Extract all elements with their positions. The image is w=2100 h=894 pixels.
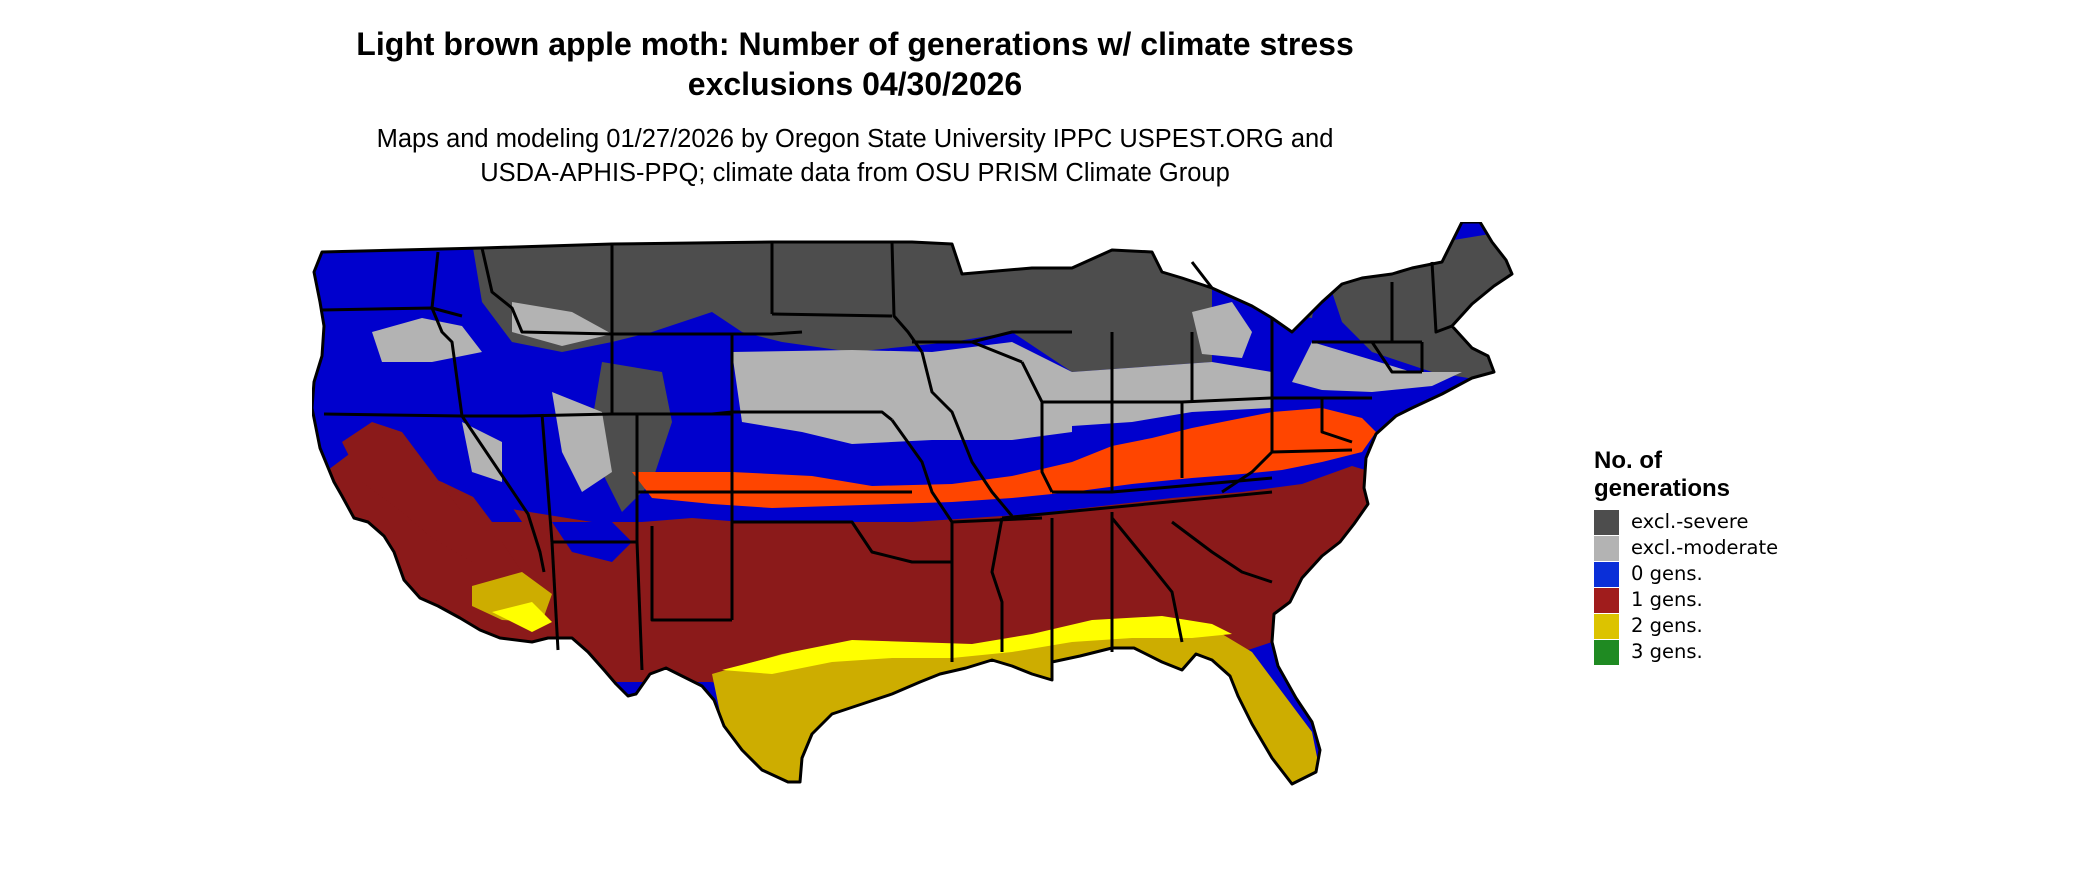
us-generations-map bbox=[312, 222, 1514, 786]
legend-swatch-excl-severe bbox=[1594, 509, 1619, 535]
title-line-2: exclusions 04/30/2026 bbox=[687, 66, 1023, 102]
legend-item-excl-moderate: excl.-moderate bbox=[1594, 535, 1894, 561]
legend-item-excl-severe: excl.-severe bbox=[1594, 509, 1894, 535]
title: Light brown apple moth: Number of genera… bbox=[330, 24, 1380, 104]
subtitle: Maps and modeling 01/27/2026 by Oregon S… bbox=[330, 122, 1380, 190]
legend-swatch-3-gens bbox=[1594, 639, 1619, 665]
legend-label-2-gens: 2 gens. bbox=[1631, 614, 1703, 637]
legend: No. of generations excl.-severe excl.-mo… bbox=[1594, 447, 1894, 665]
legend-swatch-2-gens bbox=[1594, 613, 1619, 639]
legend-item-0-gens: 0 gens. bbox=[1594, 561, 1894, 587]
legend-label-1-gens: 1 gens. bbox=[1631, 588, 1703, 611]
legend-label-3-gens: 3 gens. bbox=[1631, 640, 1703, 663]
legend-title-line-2: generations bbox=[1594, 475, 1731, 502]
legend-swatch-excl-moderate bbox=[1594, 535, 1619, 561]
legend-item-3-gens: 3 gens. bbox=[1594, 639, 1894, 665]
legend-swatch-0-gens bbox=[1594, 561, 1619, 587]
title-line-1: Light brown apple moth: Number of genera… bbox=[356, 26, 1354, 62]
subtitle-line-1: Maps and modeling 01/27/2026 by Oregon S… bbox=[376, 125, 1334, 153]
legend-label-excl-moderate: excl.-moderate bbox=[1631, 536, 1779, 559]
subtitle-line-2: USDA-APHIS-PPQ; climate data from OSU PR… bbox=[480, 159, 1230, 187]
legend-label-excl-severe: excl.-severe bbox=[1631, 510, 1749, 533]
legend-item-1-gens: 1 gens. bbox=[1594, 587, 1894, 613]
legend-label-0-gens: 0 gens. bbox=[1631, 562, 1703, 585]
legend-title: No. of generations bbox=[1594, 447, 1894, 503]
legend-title-line-1: No. of bbox=[1594, 447, 1662, 474]
legend-item-2-gens: 2 gens. bbox=[1594, 613, 1894, 639]
legend-swatch-1-gens bbox=[1594, 587, 1619, 613]
